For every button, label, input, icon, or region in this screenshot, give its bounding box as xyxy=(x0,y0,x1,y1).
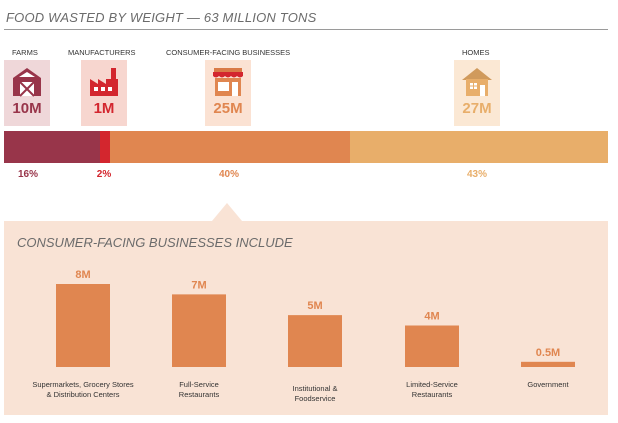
consumer-breakdown-chart: 8M Supermarkets, Grocery Stores & Distribu… xyxy=(32,269,575,403)
breakdown-bar xyxy=(172,294,226,367)
breakdown-bar xyxy=(288,315,342,367)
weight-stacked-bar xyxy=(4,131,608,163)
category-label-homes: HOMES xyxy=(462,48,490,57)
category-label-farms: FARMS xyxy=(12,48,38,57)
manufacturers-segment xyxy=(100,131,110,163)
panel-pointer xyxy=(212,203,242,221)
breakdown-category-label: Limited-Service Restaurants xyxy=(406,380,458,399)
homes-segment xyxy=(350,131,608,163)
consumer-facing-percent-label: 40% xyxy=(218,169,239,180)
farms-percent-label: 16% xyxy=(17,169,38,180)
breakdown-category-label: Supermarkets, Grocery Stores & Distributi… xyxy=(32,380,134,399)
consumer-facing-badge: 25M xyxy=(205,60,251,126)
homes-badge: 27M xyxy=(454,60,500,126)
homes-percent-label: 43% xyxy=(466,169,487,180)
manufacturers-percent-label: 2% xyxy=(96,169,112,180)
house-icon xyxy=(462,68,492,96)
breakdown-value-label: 5M xyxy=(307,300,322,312)
breakdown-bar xyxy=(521,361,575,367)
factory-icon xyxy=(90,68,118,96)
category-label-manufacturers: MANUFACTURERS xyxy=(68,48,136,57)
breakdown-category-label: Institutional & Foodservice xyxy=(292,384,337,403)
storefront-icon xyxy=(213,68,243,96)
chart-title: FOOD WASTED BY WEIGHT — 63 MILLION TONS xyxy=(6,10,317,25)
farms-segment xyxy=(4,131,100,163)
manufacturers-badge: 1M xyxy=(81,60,127,126)
breakdown-value-label: 0.5M xyxy=(536,347,560,359)
consumer-facing-value-label: 25M xyxy=(213,100,243,117)
breakdown-category-label: Full-Service Restaurants xyxy=(179,380,220,399)
breakdown-value-label: 7M xyxy=(191,279,206,291)
consumer-facing-segment xyxy=(110,131,350,163)
breakdown-value-label: 8M xyxy=(75,269,90,281)
breakdown-category-label: Government xyxy=(527,380,569,389)
breakdown-bar xyxy=(405,325,459,367)
title-divider xyxy=(4,29,608,30)
breakdown-value-label: 4M xyxy=(424,311,439,323)
consumer-breakdown-panel: CONSUMER-FACING BUSINESSES INCLUDE 8M Sup… xyxy=(4,221,608,415)
farms-badge: 10M xyxy=(4,60,50,126)
homes-value-label: 27M xyxy=(462,100,492,117)
farms-value-label: 10M xyxy=(12,100,42,117)
breakdown-bar xyxy=(56,284,110,367)
panel-title: CONSUMER-FACING BUSINESSES INCLUDE xyxy=(17,235,293,250)
category-label-consumer-facing: CONSUMER-FACING BUSINESSES xyxy=(166,48,291,57)
manufacturers-value-label: 1M xyxy=(93,100,115,117)
barn-icon xyxy=(13,68,41,97)
